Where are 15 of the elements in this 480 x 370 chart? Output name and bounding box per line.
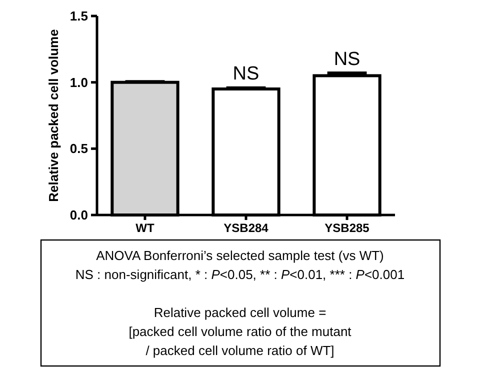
- text: Relative packed cell volume =: [154, 305, 326, 320]
- y-tick-label: 1.0: [70, 74, 88, 90]
- x-tick-label: WT: [136, 221, 155, 235]
- y-axis-title: Relative packed cell volume: [46, 29, 61, 202]
- x-tick-label: YSB285: [324, 221, 370, 235]
- y-tick-label: 0.5: [70, 141, 88, 156]
- text: ANOVA Bonferroni’s selected sample test (vs WT): [96, 248, 384, 263]
- text: [packed cell volume ratio of the mutant: [128, 324, 352, 339]
- y-tick-label: 1.5: [70, 8, 88, 24]
- y-tick-label: 0.0: [70, 208, 88, 223]
- text: / packed cell volume ratio of WT]: [146, 343, 334, 358]
- annotation: NS: [334, 49, 360, 70]
- x-tick-label: YSB284: [224, 221, 269, 235]
- annotation: NS: [232, 64, 260, 85]
- text: NS : non-significant, * : P<0.05, ** : P<0.01, *** : P<0.001: [75, 267, 405, 282]
